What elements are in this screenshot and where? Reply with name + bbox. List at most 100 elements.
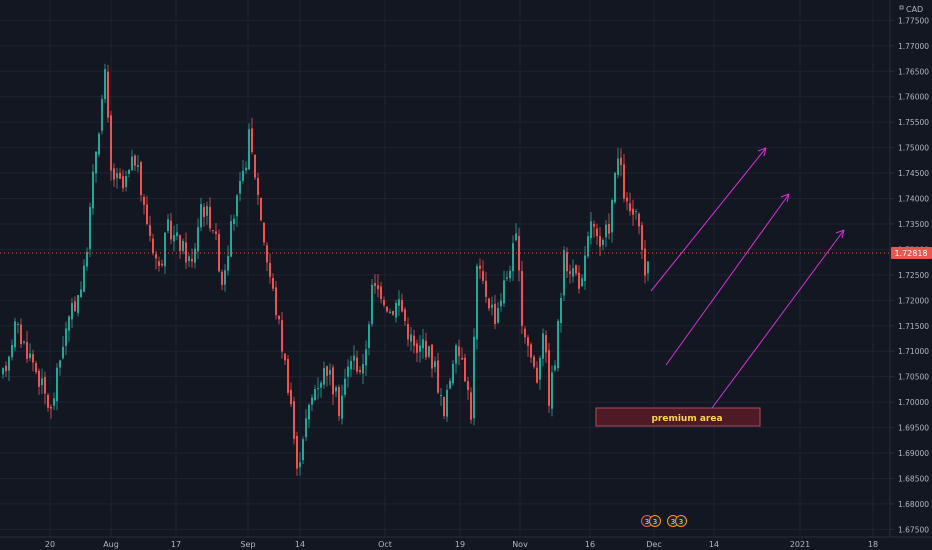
candle <box>500 293 502 312</box>
time-tick-label: 17 <box>171 540 181 549</box>
candle <box>203 203 205 227</box>
candle <box>485 271 487 303</box>
candle <box>560 292 562 333</box>
candle <box>527 334 529 357</box>
candle-body <box>605 224 607 238</box>
candle-body <box>125 175 127 188</box>
candle-body <box>116 173 118 179</box>
candle <box>416 339 418 363</box>
candle <box>209 197 211 232</box>
candle-body <box>89 207 91 250</box>
candle <box>557 318 559 372</box>
candle <box>275 281 277 320</box>
candle <box>587 231 589 259</box>
candle-body <box>584 255 586 282</box>
candle-body <box>443 397 445 416</box>
currency-settings-icon[interactable] <box>899 5 904 10</box>
candle-body <box>50 406 52 409</box>
candle <box>407 317 409 347</box>
candle-body <box>122 176 124 189</box>
candle-body <box>353 355 355 361</box>
candle-body <box>164 232 166 267</box>
candle-body <box>446 389 448 417</box>
candle <box>68 315 70 342</box>
candle <box>74 296 76 312</box>
price-tick-label: 1.70000 <box>898 398 929 407</box>
candle <box>308 403 310 428</box>
candle <box>386 305 388 313</box>
last-price-text: 1.72818 <box>894 249 927 258</box>
candle <box>38 368 40 395</box>
candle <box>29 343 31 362</box>
candle <box>506 271 508 281</box>
candle <box>491 296 493 316</box>
candle-body <box>425 341 427 358</box>
premium-area-annotation[interactable]: premium area <box>595 407 761 427</box>
candle <box>167 213 169 234</box>
candle-body <box>41 378 43 385</box>
candle-body <box>554 365 556 371</box>
price-tick-label: 1.72500 <box>898 271 929 280</box>
premium-area-box[interactable] <box>595 407 761 427</box>
candle-body <box>14 321 16 348</box>
candle <box>278 315 280 325</box>
candle <box>239 172 241 202</box>
candle <box>623 154 625 203</box>
candle <box>53 392 55 411</box>
candle-body <box>26 342 28 359</box>
price-tick-label: 1.67500 <box>898 525 929 534</box>
candle-body <box>209 206 211 229</box>
candle <box>353 345 355 371</box>
candle-body <box>134 155 136 166</box>
event-badge[interactable]: 3 <box>675 515 687 527</box>
time-tick-label: Oct <box>378 540 392 549</box>
candle-body <box>17 324 19 326</box>
candle-body <box>371 284 373 325</box>
candle <box>2 367 4 379</box>
candle-body <box>239 180 241 194</box>
candle-body <box>272 277 274 289</box>
candle-body <box>410 334 412 342</box>
candle <box>368 320 370 356</box>
candle-body <box>200 204 202 228</box>
candle <box>233 214 235 231</box>
candle-body <box>20 324 22 345</box>
trend-arrows <box>650 147 845 409</box>
candle-body <box>455 345 457 364</box>
price-axis-background <box>890 0 932 537</box>
candle-body <box>539 358 541 380</box>
candle-body <box>644 248 646 276</box>
candle <box>611 198 613 243</box>
event-badge[interactable]: 3 <box>649 515 661 527</box>
candle-body <box>182 240 184 252</box>
candle-body <box>101 99 103 131</box>
trend-arrow-3[interactable] <box>711 229 845 409</box>
candle-body <box>326 366 328 376</box>
candle-body <box>254 154 256 178</box>
event-badge-count: 3 <box>645 518 649 526</box>
candle <box>344 368 346 398</box>
candle-body <box>143 196 145 205</box>
candle-body <box>362 363 364 374</box>
candle-body <box>347 366 349 377</box>
candle <box>479 258 481 279</box>
candle-body <box>284 353 286 361</box>
candle <box>602 237 604 251</box>
candle-body <box>569 271 571 274</box>
candle <box>635 208 637 220</box>
candle-body <box>302 439 304 461</box>
candle <box>245 161 247 174</box>
time-axis-background <box>0 537 932 550</box>
candle-body <box>437 360 439 393</box>
candle <box>590 212 592 245</box>
price-axis[interactable]: CAD 1.675001.680001.685001.690001.695001… <box>889 0 932 537</box>
candle-body <box>233 218 235 224</box>
candle <box>320 380 322 398</box>
candle-body <box>335 387 337 392</box>
candle-body <box>2 368 4 375</box>
time-axis[interactable]: 20 Aug 17 Sep 14 Oct 19 Nov 16 Dec 14 2021 18 <box>0 536 932 550</box>
trend-arrow-2[interactable] <box>665 193 790 366</box>
trend-arrow-1[interactable] <box>650 147 767 292</box>
